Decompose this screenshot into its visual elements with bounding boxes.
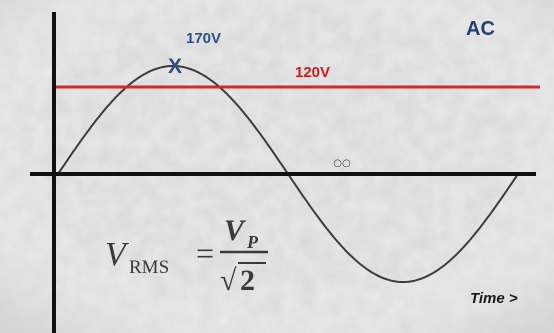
ac-title-label: AC — [466, 18, 495, 40]
formula-radical-sign: √ — [220, 264, 237, 297]
formula-lhs-subscript: RMS — [129, 257, 169, 278]
peak-marker: X — [168, 55, 182, 78]
zero-crossing-marker: ○○ — [333, 158, 350, 169]
rms-formula: V RMS = V P √ 2 — [105, 214, 268, 297]
formula-numerator-subscript: P — [246, 232, 259, 252]
formula-numerator-symbol: V — [224, 214, 247, 247]
formula-denominator-value: 2 — [240, 264, 255, 297]
peak-voltage-label: 170V — [186, 30, 222, 47]
rms-voltage-label: 120V — [295, 64, 331, 81]
time-axis-label: Time > — [470, 290, 518, 307]
formula-equals: = — [196, 235, 214, 271]
